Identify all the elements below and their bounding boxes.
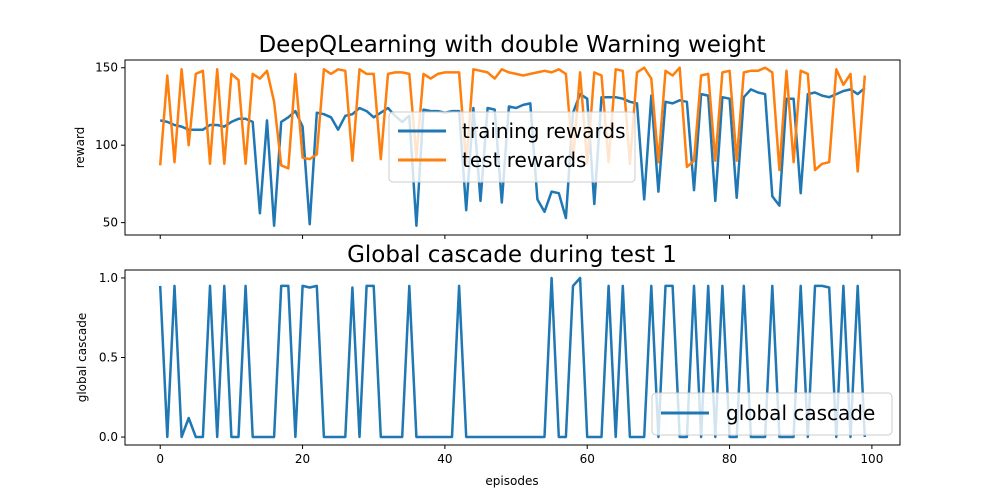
cascade-x-tick-label: 40 bbox=[437, 452, 452, 466]
series-line-global-cascade bbox=[158, 276, 867, 439]
cascade-x-tick-label: 100 bbox=[860, 452, 883, 466]
cascade-y-axis-label: global cascade bbox=[75, 313, 89, 403]
series-line-test-rewards bbox=[158, 66, 867, 173]
reward-y-ticks: 50 100 150 bbox=[95, 61, 125, 230]
cascade-x-axis-label: episodes bbox=[485, 474, 538, 488]
cascade-legend-box bbox=[651, 392, 893, 436]
cascade-y-tick-label: 1.0 bbox=[99, 271, 118, 285]
legend-label-training-rewards: training rewards bbox=[462, 119, 626, 143]
reward-series-lines bbox=[158, 66, 867, 227]
reward-panel: DeepQLearning with double Warning weight… bbox=[73, 32, 901, 239]
reward-y-tick-label: 100 bbox=[95, 138, 118, 152]
legend-label-test-rewards: test rewards bbox=[462, 148, 586, 172]
reward-y-axis-label: reward bbox=[73, 127, 87, 169]
reward-legend-box bbox=[388, 111, 636, 183]
reward-y-tick-label: 150 bbox=[95, 61, 118, 75]
cascade-y-tick-label: 0.5 bbox=[99, 351, 118, 365]
reward-x-ticks bbox=[159, 235, 873, 239]
series-line-training-rewards bbox=[159, 86, 866, 227]
cascade-x-tick-label: 20 bbox=[295, 452, 310, 466]
cascade-x-tick-label: 60 bbox=[580, 452, 595, 466]
reward-y-tick-label: 50 bbox=[103, 216, 118, 230]
reward-chart-title: DeepQLearning with double Warning weight bbox=[258, 32, 765, 58]
cascade-series-lines bbox=[158, 276, 867, 439]
cascade-x-tick-label: 80 bbox=[722, 452, 737, 466]
cascade-y-tick-label: 0.0 bbox=[99, 430, 118, 444]
legend-label-global-cascade: global cascade bbox=[726, 401, 875, 425]
cascade-chart-title: Global cascade during test 1 bbox=[347, 242, 677, 268]
cascade-x-ticks: 0 20 40 60 80 100 bbox=[156, 445, 883, 466]
cascade-legend: global cascade bbox=[651, 392, 893, 436]
reward-legend: training rewards test rewards bbox=[388, 111, 636, 183]
cascade-x-tick-label: 0 bbox=[156, 452, 164, 466]
cascade-panel: Global cascade during test 1 0.0 0.5 1.0 0… bbox=[75, 242, 901, 488]
cascade-y-ticks: 0.0 0.5 1.0 bbox=[99, 271, 125, 444]
